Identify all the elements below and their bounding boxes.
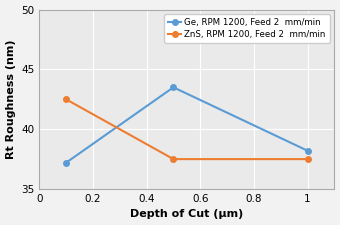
ZnS, RPM 1200, Feed 2  mm/min xyxy=(171,158,175,160)
Line: Ge, RPM 1200, Feed 2  mm/min: Ge, RPM 1200, Feed 2 mm/min xyxy=(63,85,310,165)
Ge, RPM 1200, Feed 2  mm/min xyxy=(306,149,310,152)
Y-axis label: Rt Roughness (nm): Rt Roughness (nm) xyxy=(5,40,16,159)
X-axis label: Depth of Cut (μm): Depth of Cut (μm) xyxy=(130,209,243,219)
Line: ZnS, RPM 1200, Feed 2  mm/min: ZnS, RPM 1200, Feed 2 mm/min xyxy=(63,97,310,162)
ZnS, RPM 1200, Feed 2  mm/min xyxy=(306,158,310,160)
Ge, RPM 1200, Feed 2  mm/min xyxy=(171,86,175,89)
ZnS, RPM 1200, Feed 2  mm/min xyxy=(64,98,68,101)
Legend: Ge, RPM 1200, Feed 2  mm/min, ZnS, RPM 1200, Feed 2  mm/min: Ge, RPM 1200, Feed 2 mm/min, ZnS, RPM 12… xyxy=(164,14,330,43)
Ge, RPM 1200, Feed 2  mm/min xyxy=(64,161,68,164)
